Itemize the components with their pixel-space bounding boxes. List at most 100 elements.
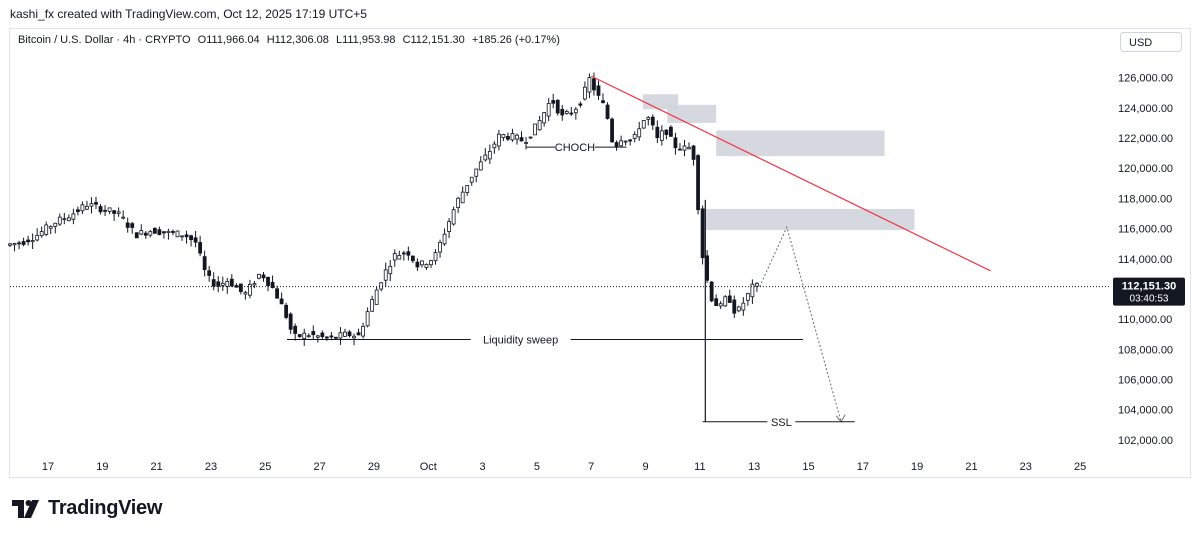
candle-body [293, 325, 298, 334]
candle-body [356, 332, 361, 336]
y-tick-label: 106,000.00 [1118, 375, 1173, 387]
y-tick-label: 110,000.00 [1118, 314, 1172, 326]
candle-body [329, 335, 334, 338]
last-price-value: 112,151.30 [1122, 281, 1176, 293]
candle-body [447, 221, 451, 232]
candle-body [103, 209, 107, 212]
candle-body [632, 134, 637, 139]
candle-body [121, 216, 126, 219]
candle-body [207, 270, 212, 276]
x-tick-label: 25 [259, 461, 271, 473]
candle-body [637, 128, 642, 138]
candle-body [98, 206, 103, 213]
supply-zone [716, 130, 885, 157]
x-tick-label: Oct [420, 461, 437, 473]
candle-body [76, 209, 80, 213]
candle-body [157, 229, 162, 235]
y-tick-label: 116,000.00 [1118, 224, 1172, 236]
candle-body [451, 209, 456, 225]
x-tick-label: 17 [42, 461, 54, 473]
candle-body [361, 325, 365, 337]
candle-body [678, 148, 682, 151]
x-tick-label: 23 [1020, 461, 1032, 473]
candle-body [39, 231, 44, 237]
candle-body [35, 235, 40, 241]
candle-body [388, 265, 393, 275]
candle-body [750, 283, 755, 298]
candle-body [30, 240, 35, 243]
candle-body [438, 241, 442, 253]
candle-body [338, 332, 343, 339]
candle-body [718, 303, 723, 307]
candle-body [578, 103, 583, 106]
candle-body [736, 306, 741, 312]
candle-body [406, 251, 411, 256]
chart-frame [9, 28, 1191, 478]
x-tick-label: 27 [314, 461, 326, 473]
descending-trendline [590, 75, 991, 272]
candle-body [175, 230, 180, 238]
candle-body [17, 242, 21, 245]
candle-body [184, 234, 189, 238]
candle-body [546, 103, 551, 117]
candlesticks [8, 72, 759, 422]
candle-body [343, 331, 347, 337]
candle-body [89, 203, 94, 207]
candle-body [193, 237, 198, 243]
candle-body [383, 269, 388, 281]
candle-body [709, 281, 714, 302]
candle-body [415, 261, 420, 268]
candle-body [347, 331, 352, 337]
candle-body [234, 285, 239, 288]
drawings [10, 75, 1110, 423]
candle-body [57, 216, 62, 225]
candle-body [515, 134, 519, 140]
tradingview-logo[interactable]: TradingView [12, 497, 162, 520]
candle-body [424, 264, 429, 268]
candle-body [582, 86, 587, 100]
candle-body [53, 222, 58, 227]
y-tick-label: 108,000.00 [1118, 344, 1173, 356]
candle-body [687, 147, 691, 150]
candle-body [646, 117, 651, 120]
candle-body [320, 332, 325, 338]
candle-body [442, 233, 447, 245]
y-tick-label: 124,000.00 [1118, 103, 1173, 115]
candle-body [573, 108, 578, 114]
candle-body [478, 161, 483, 171]
candle-body [107, 207, 112, 212]
candle-body [524, 142, 528, 144]
annotation-label: CHOCH [555, 142, 595, 154]
last-price-box [1113, 277, 1185, 306]
candle-body [596, 85, 601, 96]
x-tick-label: 19 [911, 461, 923, 473]
candle-body [465, 185, 470, 193]
candle-body [601, 100, 605, 104]
candle-body [410, 255, 415, 262]
candle-body [691, 145, 696, 160]
candle-body [551, 100, 556, 104]
candle-body [506, 136, 510, 140]
ohlc-high: H112,306.08 [266, 34, 329, 46]
currency-selector[interactable]: USD [1120, 32, 1182, 52]
candle-body [569, 112, 574, 115]
candle-body [275, 288, 279, 299]
candle-body [229, 278, 234, 287]
chart-credit: kashi_fx created with TradingView.com, O… [10, 7, 367, 21]
candle-body [429, 260, 433, 266]
candle-body [370, 299, 375, 312]
candle-body [302, 332, 307, 340]
y-tick-label: 122,000.00 [1118, 133, 1173, 145]
candle-body [659, 130, 664, 141]
candle-body [669, 126, 673, 137]
candle-body [26, 239, 31, 243]
symbol-name[interactable]: Bitcoin / U.S. Dollar · 4h · CRYPTO [18, 34, 191, 46]
y-axis-ticks: 126,000.00 124,000.00 122,000.00 120,000.00… [1118, 73, 1173, 447]
candle-body [732, 299, 737, 314]
candle-body [306, 335, 311, 338]
candle-body [94, 202, 98, 205]
candle-body [134, 232, 139, 239]
candle-body [62, 218, 67, 221]
